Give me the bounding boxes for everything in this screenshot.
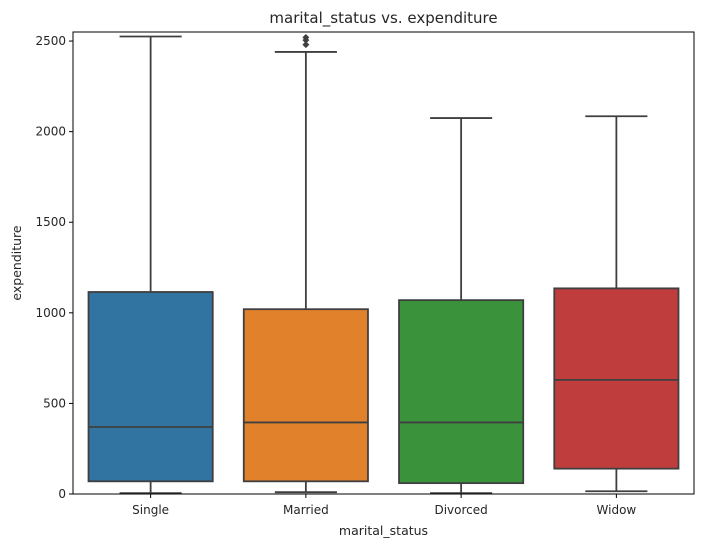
outlier-point: [302, 41, 310, 49]
plot-frame: [72, 31, 695, 495]
y-tick-label: 500: [43, 396, 66, 410]
y-tick-label: 2500: [35, 34, 66, 48]
x-axis-label: marital_status: [339, 523, 428, 538]
y-tick-label: 1500: [35, 215, 66, 229]
box-single: [87, 291, 214, 483]
plot-area: 0 500 1000 1500 2000 2500 Single Married Divorce…: [35, 31, 695, 517]
chart-title: marital_status vs. expenditure: [269, 9, 497, 28]
x-tick-label: Single: [132, 503, 169, 517]
box-married: [242, 308, 369, 483]
outlier-point: [302, 33, 310, 41]
y-tick-label: 0: [58, 487, 66, 501]
y-tick-label: 2000: [35, 125, 66, 139]
x-tick-label: Married: [283, 503, 329, 517]
y-tick-label: 1000: [35, 306, 66, 320]
y-axis-label: expenditure: [9, 225, 24, 301]
box-divorced: [398, 299, 525, 485]
box-widow: [553, 287, 680, 470]
x-tick-label: Divorced: [434, 503, 487, 517]
x-tick-label: Widow: [597, 503, 637, 517]
